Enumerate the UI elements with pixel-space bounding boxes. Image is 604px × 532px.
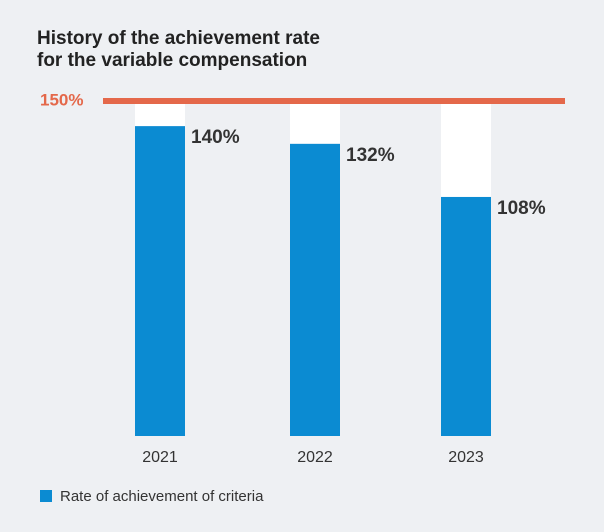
reference-label: 150% [40,90,83,109]
bar-remainder [135,104,185,127]
bar-remainder [441,104,491,197]
bar [290,143,340,436]
chart-title: History of the achievement rate for the … [37,28,320,71]
x-tick-label: 2023 [448,449,484,466]
bar-remainder [290,104,340,144]
data-label: 132% [346,145,395,166]
legend-swatch [40,490,52,502]
data-label: 140% [191,127,240,148]
bar [441,196,491,436]
x-tick-label: 2021 [142,449,178,466]
bar [135,126,185,436]
data-label: 108% [497,198,546,219]
legend-label: Rate of achievement of criteria [60,488,264,505]
x-tick-label: 2022 [297,449,333,466]
